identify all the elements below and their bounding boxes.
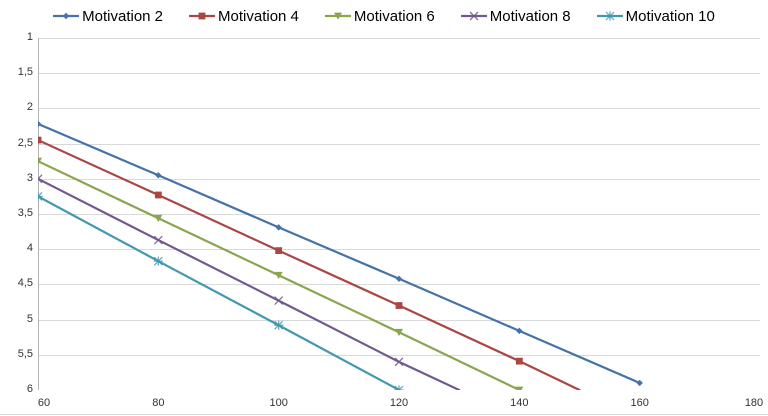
square-marker-icon (395, 302, 403, 309)
data-point-marker (275, 247, 283, 255)
cross-marker-icon (469, 11, 479, 21)
legend-label: Motivation 6 (353, 7, 435, 25)
diamond-marker-icon (275, 224, 282, 231)
data-point-marker (154, 214, 163, 223)
data-point-marker (198, 12, 206, 20)
legend-swatch-star-icon (596, 11, 623, 21)
data-point-marker (38, 136, 42, 144)
data-point-marker (154, 191, 162, 199)
data-point-marker (469, 11, 479, 21)
triangle-marker-icon (333, 12, 342, 20)
cross-marker-icon (153, 235, 163, 245)
square-marker-icon (198, 12, 206, 20)
legend-item-3[interactable]: Motivation 6 (324, 7, 435, 25)
data-point-marker (275, 224, 282, 231)
y-tick-label: 3 (26, 171, 33, 184)
diamond-marker-icon (38, 120, 42, 128)
data-point-marker (274, 320, 284, 330)
data-point-marker (62, 12, 70, 20)
star-marker-icon (153, 256, 163, 266)
triangle-marker-icon (395, 328, 403, 337)
y-tick-label: 2 (26, 101, 33, 114)
data-point-marker (38, 120, 42, 128)
data-point-marker (515, 357, 523, 365)
data-point-marker (395, 328, 403, 337)
y-tick-label: 6 (26, 383, 33, 395)
square-marker-icon (38, 136, 42, 144)
square-marker-icon (515, 357, 523, 365)
y-tick-label: 4,5 (17, 277, 33, 290)
legend-swatch-diamond-icon (53, 12, 80, 20)
y-tick-label: 2,5 (17, 136, 33, 149)
plot-svg (38, 38, 760, 390)
data-point-marker (394, 357, 404, 367)
legend-label: Motivation 8 (489, 7, 571, 25)
square-marker-icon (154, 191, 162, 199)
x-tick-label: 60 (37, 397, 51, 409)
triangle-marker-icon (515, 386, 524, 390)
y-tick-label: 5 (26, 312, 33, 325)
diamond-marker-icon (395, 275, 403, 282)
x-tick-label: 180 (744, 397, 764, 409)
series-line-2[interactable] (38, 138, 581, 390)
data-point-marker (153, 235, 163, 245)
x-tick-label: 100 (269, 397, 288, 409)
data-point-marker (395, 275, 403, 282)
bottom-divider (0, 414, 768, 415)
data-point-marker (395, 302, 403, 309)
data-point-marker (153, 256, 163, 266)
data-point-marker (38, 174, 43, 184)
star-marker-icon (274, 320, 284, 330)
legend-item-5[interactable]: Motivation 10 (596, 7, 715, 25)
data-point-marker (636, 379, 643, 387)
legend-swatch-triangle-icon (324, 12, 351, 20)
diamond-marker-icon (62, 12, 70, 20)
y-tick-label: 3,5 (17, 207, 33, 219)
y-tick-label: 1 (26, 31, 33, 43)
y-tick-label: 4 (26, 242, 33, 255)
data-point-marker (155, 172, 162, 179)
cross-marker-icon (38, 174, 43, 184)
data-point-marker (515, 386, 524, 390)
legend-label: Motivation 2 (82, 7, 164, 25)
plot-area (38, 38, 760, 390)
series-line-1[interactable] (38, 122, 641, 385)
legend-item-4[interactable]: Motivation 8 (460, 7, 571, 25)
legend-label: Motivation 4 (218, 7, 299, 25)
y-tick-label: 1,5 (17, 66, 33, 79)
triangle-marker-icon (154, 214, 163, 223)
cross-marker-icon (394, 357, 404, 367)
data-point-marker (274, 296, 284, 306)
legend-swatch-cross-icon (460, 11, 487, 21)
star-marker-icon (605, 11, 615, 21)
x-tick-label: 80 (152, 397, 165, 409)
diamond-marker-icon (636, 379, 643, 387)
cross-marker-icon (274, 296, 284, 306)
legend-item-2[interactable]: Motivation 4 (189, 9, 299, 24)
x-tick-label: 160 (630, 397, 649, 409)
y-tick-label: 5,5 (17, 347, 33, 360)
legend-item-1[interactable]: Motivation 2 (53, 9, 163, 24)
triangle-marker-icon (274, 271, 283, 280)
chart-legend: Motivation 2 Motivation 4 Motivation 6 Moti… (0, 4, 768, 28)
legend-label: Motivation 10 (625, 7, 715, 25)
square-marker-icon (275, 247, 283, 255)
data-point-marker (274, 271, 283, 280)
data-point-marker (333, 12, 342, 20)
legend-swatch-square-icon (189, 12, 216, 20)
data-point-marker (605, 11, 615, 21)
series-line-5[interactable] (38, 195, 401, 390)
diamond-marker-icon (155, 172, 162, 179)
y-axis: 6 5,5 5 4,5 4 3,5 3 2,5 2 1,5 1 (0, 0, 33, 416)
x-tick-label: 120 (389, 397, 409, 409)
x-tick-label: 140 (510, 397, 529, 409)
